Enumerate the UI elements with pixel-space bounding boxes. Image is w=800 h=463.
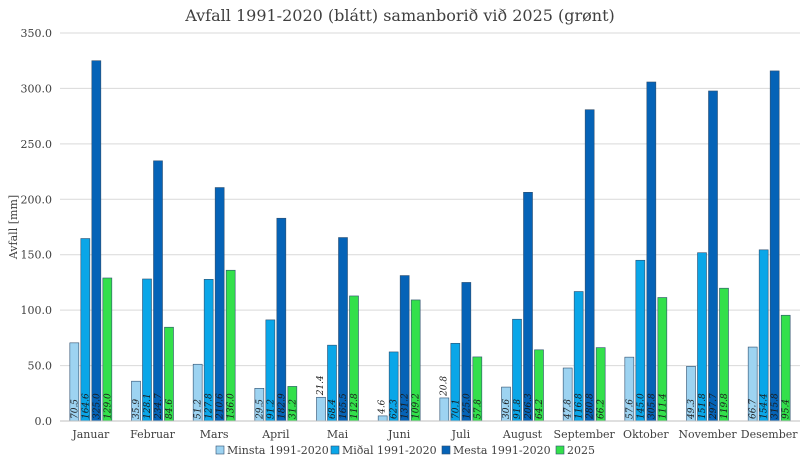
data-label: 64.2 [535,399,545,419]
bar [276,217,287,422]
data-label: 305.8 [647,393,657,419]
bar [439,397,450,422]
data-label: 57.6 [625,399,635,419]
data-label: 70.5 [70,399,80,419]
y-tick-label: 200.0 [21,193,53,206]
data-label: 325.0 [92,393,102,419]
data-label: 165.5 [339,393,349,419]
bar [377,415,388,422]
bar [769,70,780,422]
data-label: 136.0 [227,393,237,419]
y-tick-label: 50.0 [28,360,53,373]
x-category-label: November [678,428,737,441]
legend-swatch [555,445,565,455]
x-category-label: Februar [130,428,175,441]
data-label: 20.8 [439,376,449,397]
data-label: 47.8 [564,399,574,420]
data-label: 30.6 [502,399,512,419]
data-label: 315.8 [771,393,781,419]
data-label: 131.2 [401,393,411,419]
data-label: 31.2 [288,399,298,419]
x-category-label: Oktober [623,428,669,441]
data-label: 66.7 [749,399,759,419]
legend-label: Minsta 1991-2020 [227,444,329,457]
y-axis-ticks: 0.0 50.0 100.0 150.0 200.0 250.0 300.0 350.0 [21,27,53,428]
bar [316,396,326,422]
data-label: 210.6 [216,393,226,420]
bars [69,60,791,422]
data-label: 109.2 [412,393,422,419]
data-label: 145.0 [636,393,646,419]
chart-title: Avfall 1991-2020 (blátt) samanborið við … [184,6,615,25]
data-label: 129.0 [103,393,113,419]
data-label: 21.4 [316,375,326,396]
data-label: 57.8 [473,399,483,419]
x-category-label: August [502,428,543,441]
gridlines [60,32,800,367]
data-label: 91.2 [266,399,276,419]
y-tick-label: 0.0 [35,415,53,428]
data-label: 164.6 [81,393,91,419]
data-label: 49.3 [687,399,697,420]
data-label: 62.3 [390,399,400,419]
legend-swatch [330,445,340,455]
data-label: 234.7 [154,393,164,420]
x-category-label: Mai [327,428,349,441]
legend-label: Mesta 1991-2020 [453,444,551,457]
data-label: 84.6 [165,399,175,419]
bar [584,109,595,422]
x-category-label: Juli [451,428,471,441]
data-label: 119.8 [720,393,730,419]
x-category-label: September [554,428,616,441]
x-category-label: Juni [387,428,411,441]
data-label: 280.8 [586,393,596,420]
data-label: 297.7 [709,393,719,420]
data-label: 111.4 [658,393,668,419]
data-label: 29.5 [255,399,265,420]
data-label: 91.8 [513,399,523,419]
y-tick-label: 300.0 [21,82,53,95]
data-label: 182.9 [277,393,287,419]
data-label: 4.6 [378,399,388,415]
bar [153,160,163,422]
data-label: 51.2 [194,399,204,419]
data-label: 112.8 [350,393,360,419]
bar [646,81,657,422]
y-tick-label: 100.0 [21,304,53,317]
bar [708,90,718,422]
data-label: 68.4 [328,399,338,419]
y-tick-label: 150.0 [21,249,53,262]
data-label: 125.0 [462,393,472,419]
x-category-label: April [261,428,290,441]
data-label: 127.8 [205,393,215,419]
data-label: 95.4 [782,399,792,419]
legend-swatch [441,445,451,455]
bar [91,60,102,422]
legend-label: 2025 [567,444,595,457]
data-labels: 70.5 164.6 325.0 129.0 35.9 128.1 234.7 84.6 51.… [70,375,791,420]
y-tick-label: 350.0 [21,27,53,40]
x-category-label: Mars [200,428,229,441]
data-label: 70.1 [451,399,461,419]
data-label: 206.3 [524,393,534,420]
data-label: 151.8 [698,393,708,419]
data-label: 154.4 [760,393,770,419]
x-axis-categories: Januar Februar Mars April Mai Juni Juli August S… [71,428,798,441]
legend: Minsta 1991-2020 Miðal 1991-2020 Mesta 199… [215,444,595,457]
data-label: 116.8 [575,393,585,419]
data-label: 35.9 [132,399,142,419]
x-category-label: Desember [741,428,798,441]
y-axis-title: Avfall [mm] [7,195,20,260]
data-label: 128.1 [143,393,153,419]
bar [523,192,533,422]
bar [214,187,225,422]
legend-label: Miðal 1991-2020 [342,444,437,457]
legend-swatch [215,445,225,455]
x-category-label: Januar [71,428,110,441]
data-label: 66.2 [597,399,607,419]
y-tick-label: 250.0 [21,138,53,151]
